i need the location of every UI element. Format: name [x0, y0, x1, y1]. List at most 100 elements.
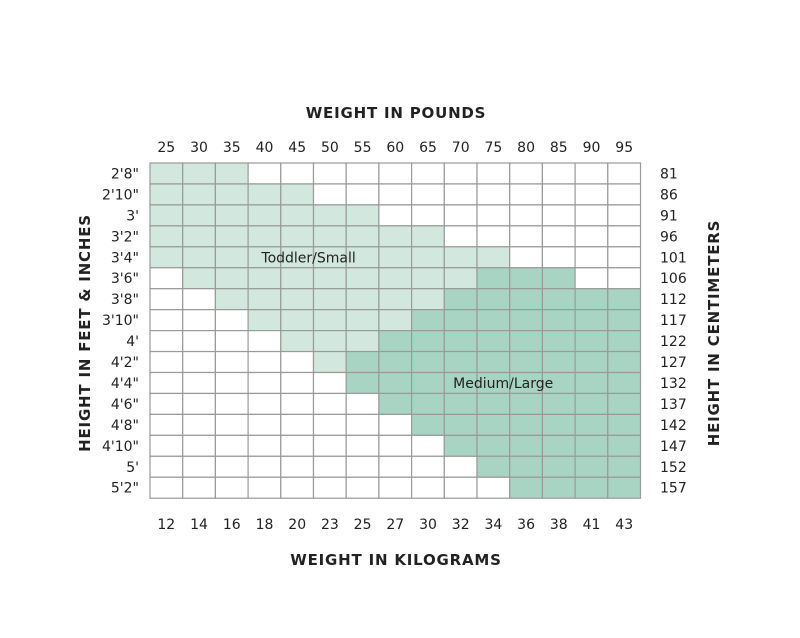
grid-cell — [378, 225, 413, 248]
grid-cell — [149, 392, 184, 416]
grid-cell — [443, 434, 478, 457]
tick-label-kilograms: 27 — [386, 517, 404, 533]
grid-cell — [509, 455, 544, 478]
grid-cell — [378, 434, 413, 457]
grid-cell — [280, 288, 315, 311]
title-weight-kilograms: WEIGHT IN KILOGRAMS — [290, 551, 501, 569]
grid-cell — [574, 413, 609, 436]
grid-cell — [247, 162, 282, 185]
grid-cell — [378, 413, 413, 436]
grid-cell — [509, 392, 544, 416]
tick-label-height-feet: 4'8" — [111, 418, 139, 434]
grid-cell — [574, 392, 609, 416]
tick-label-height-feet: 3'2" — [111, 229, 139, 245]
tick-label-height-feet: 4'2" — [111, 355, 139, 371]
tick-label-height-cm: 137 — [660, 397, 687, 413]
tick-label-pounds: 70 — [452, 140, 470, 156]
tick-labels-layer: 25 12 30 14 35 16 40 18 45 20 50 23 55 25 60 27 65 30 70 32… — [102, 140, 687, 533]
grid-cell — [312, 434, 347, 457]
grid-cell — [476, 288, 511, 311]
grid-cell — [247, 413, 282, 436]
grid-cell — [411, 350, 445, 374]
grid-cell — [149, 183, 184, 206]
grid-cell — [509, 204, 544, 227]
grid-cell — [509, 183, 544, 206]
grid-cell — [607, 309, 642, 332]
zone-label: Toddler/Small — [260, 250, 355, 266]
grid-cell — [280, 225, 315, 248]
tick-label-height-feet: 4'6" — [111, 397, 139, 413]
grid-cell — [312, 392, 347, 416]
grid-cell — [312, 413, 347, 436]
grid-cell — [345, 183, 380, 206]
grid-cell — [443, 392, 478, 416]
grid-cell — [378, 183, 413, 206]
grid-cell — [149, 267, 184, 290]
grid-cell — [411, 225, 445, 248]
cells-layer — [149, 162, 642, 499]
grid-cell — [214, 309, 249, 332]
grid-cell — [443, 204, 478, 227]
tick-label-kilograms: 16 — [223, 517, 241, 533]
grid-cell — [345, 288, 380, 311]
grid-cell — [476, 309, 511, 332]
grid-cell — [607, 434, 642, 457]
grid-cell — [182, 288, 216, 311]
grid-cell — [378, 288, 413, 311]
grid-cell — [476, 330, 511, 353]
grid-cell — [607, 350, 642, 374]
tick-label-height-cm: 117 — [660, 313, 687, 329]
grid-cell — [541, 204, 576, 227]
grid-cell — [247, 434, 282, 457]
grid-cell — [182, 392, 216, 416]
grid-cell — [541, 476, 576, 499]
grid-cell — [312, 183, 347, 206]
grid-cell — [214, 204, 249, 227]
tick-label-kilograms: 23 — [321, 517, 339, 533]
grid-cell — [214, 434, 249, 457]
zone-label: Medium/Large — [453, 376, 553, 392]
tick-label-kilograms: 18 — [256, 517, 274, 533]
grid-cell — [345, 371, 380, 395]
grid-cell — [378, 309, 413, 332]
grid-cell — [345, 309, 380, 332]
grid-cell — [541, 330, 576, 353]
grid-cell — [182, 204, 216, 227]
grid-cell — [312, 371, 347, 395]
grid-cell — [541, 413, 576, 436]
grid-cell — [607, 371, 642, 395]
grid-cell — [345, 392, 380, 416]
tick-label-kilograms: 14 — [190, 517, 208, 533]
grid-cell — [182, 476, 216, 499]
grid-cell — [411, 309, 445, 332]
grid-cell — [149, 162, 184, 185]
grid-cell — [247, 350, 282, 374]
tick-label-height-feet: 4'10" — [102, 439, 139, 455]
grid-cell — [378, 162, 413, 185]
grid-cell — [378, 330, 413, 353]
grid-cell — [574, 246, 609, 269]
grid-cell — [345, 455, 380, 478]
tick-label-pounds: 65 — [419, 140, 437, 156]
grid-cell — [247, 371, 282, 395]
grid-cell — [443, 225, 478, 248]
grid-cell — [476, 183, 511, 206]
grid-cell — [149, 204, 184, 227]
grid-cell — [607, 392, 642, 416]
grid-cell — [509, 330, 544, 353]
grid-cell — [574, 288, 609, 311]
grid-cell — [280, 162, 315, 185]
grid-cell — [247, 204, 282, 227]
grid-cell — [541, 246, 576, 269]
tick-label-kilograms: 36 — [517, 517, 535, 533]
grid-cell — [443, 246, 478, 269]
tick-label-kilograms: 25 — [354, 517, 372, 533]
grid-cell — [378, 267, 413, 290]
grid-cell — [443, 476, 478, 499]
grid-cell — [378, 246, 413, 269]
grid-cell — [182, 162, 216, 185]
grid-cell — [574, 371, 609, 395]
tick-label-kilograms: 20 — [288, 517, 306, 533]
grid-cell — [541, 455, 576, 478]
tick-label-pounds: 75 — [484, 140, 502, 156]
